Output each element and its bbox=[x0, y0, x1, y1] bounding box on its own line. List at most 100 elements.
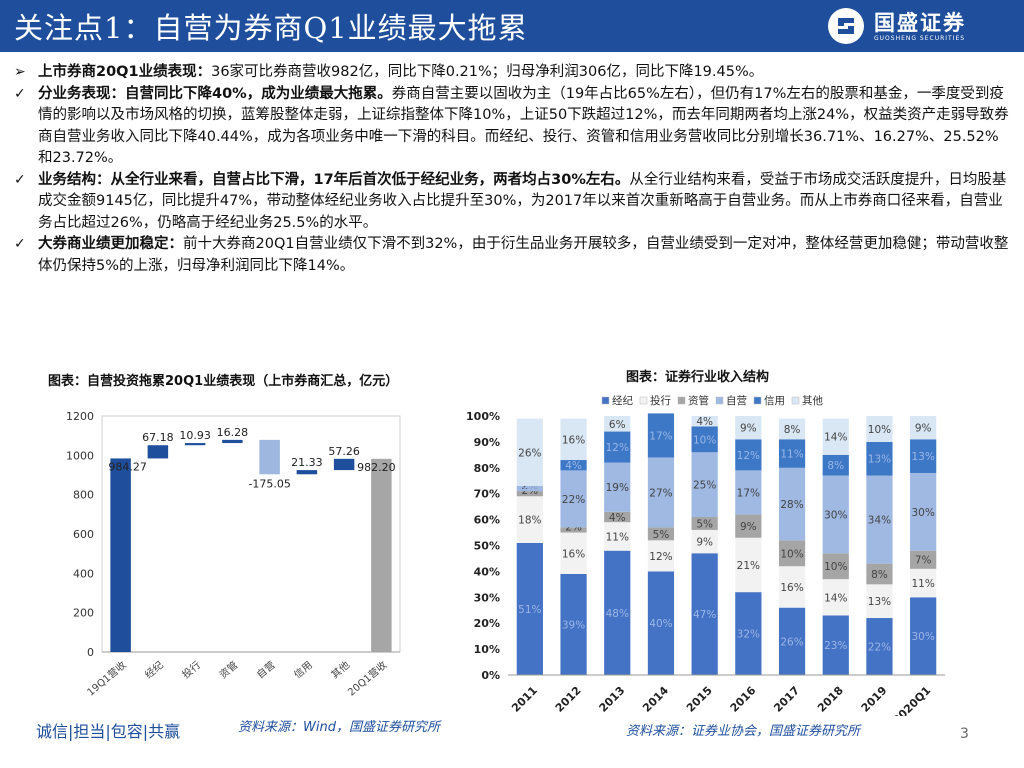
segment-value-label: 30% bbox=[911, 631, 934, 643]
y-tick-label: 400 bbox=[73, 567, 94, 580]
segment-value-label: 5% bbox=[653, 529, 670, 541]
stacked-segment bbox=[647, 527, 675, 541]
y-tick-label: 20% bbox=[474, 617, 500, 630]
page-title: 关注点1：自营为券商Q1业绩最大拖累 bbox=[14, 11, 528, 45]
stacked-segment bbox=[778, 418, 806, 440]
brand-subtitle: GUOSHENG SECURITIES bbox=[874, 35, 966, 42]
y-tick-label: 0% bbox=[481, 669, 500, 682]
stacked-segment bbox=[866, 563, 893, 585]
structure-source-note: 资料来源：证券业协会，国盛证券研究所 bbox=[626, 724, 861, 739]
segment-value-label: 9% bbox=[740, 423, 757, 435]
bar-value-label: 67.18 bbox=[142, 431, 174, 444]
arrow-bullet-icon: ➢ bbox=[14, 64, 26, 80]
stacked-segment bbox=[735, 514, 762, 538]
x-tick-label: 2019 bbox=[859, 684, 890, 715]
stacked-segment bbox=[822, 475, 849, 554]
y-tick-label: 80% bbox=[474, 462, 500, 475]
segment-value-label: 13% bbox=[911, 451, 934, 463]
segment-value-label: 8% bbox=[784, 424, 801, 436]
y-tick-label: 90% bbox=[474, 436, 500, 449]
bar-value-label: 21.33 bbox=[291, 456, 323, 469]
segment-value-label: 47% bbox=[693, 609, 716, 621]
stacked-segment bbox=[516, 496, 543, 543]
x-tick-label: 20Q1营收 bbox=[345, 658, 389, 698]
x-tick-label: 2011 bbox=[509, 684, 540, 715]
segment-value-label: 6% bbox=[609, 419, 626, 431]
x-tick-label: 2017 bbox=[771, 684, 802, 715]
stacked-segment bbox=[778, 540, 806, 567]
stacked-segment bbox=[735, 416, 762, 440]
stacked-segment bbox=[560, 527, 587, 533]
bullet-heading: 分业务表现：自营同比下降40%，成为业绩最大拖累。 bbox=[38, 85, 392, 102]
stacked-segment bbox=[691, 416, 718, 427]
stacked-segment bbox=[516, 418, 543, 486]
x-tick-label: 自营 bbox=[254, 658, 278, 681]
x-tick-label: 2020Q1 bbox=[890, 684, 933, 716]
segment-value-label: 5% bbox=[696, 518, 713, 530]
y-tick-label: 1000 bbox=[66, 449, 94, 462]
segment-value-label: 11% bbox=[780, 449, 803, 461]
stacked-segment bbox=[516, 485, 543, 492]
segment-value-label: 10% bbox=[868, 424, 891, 436]
bar-value-label: 984.27 bbox=[108, 460, 147, 473]
legend-label: 其他 bbox=[802, 394, 823, 407]
stacked-segment bbox=[735, 592, 762, 675]
segment-value-label: 8% bbox=[827, 460, 844, 472]
stacked-segment bbox=[866, 475, 893, 564]
stacked-segment bbox=[778, 439, 806, 468]
stacked-segment bbox=[516, 491, 543, 497]
stacked-segment bbox=[910, 472, 937, 551]
segment-value-label: 14% bbox=[824, 592, 847, 604]
x-tick-label: 经纪 bbox=[142, 658, 166, 681]
bullet-text: 从全行业结构来看，受益于市场成交活跃度提升，日均股基成交金额9145亿，同比提升… bbox=[38, 171, 1007, 231]
x-tick-label: 其他 bbox=[328, 658, 352, 681]
stacked-segment bbox=[516, 542, 543, 675]
page-number: 3 bbox=[960, 726, 969, 742]
y-tick-label: 50% bbox=[474, 540, 500, 553]
stacked-segment bbox=[735, 537, 762, 593]
stacked-percent-chart: 经纪 投行 资管 自营 信用 其他 0% 10% 20% 30% 40% 50% 60% 70% 80% 90… bbox=[466, 394, 945, 716]
x-tick-label: 资管 bbox=[217, 658, 241, 681]
segment-value-label: 30% bbox=[911, 507, 934, 519]
bullet-heading: 业务结构：从全行业来看，自营占比下滑，17年后首次低于经纪业务，两者均占30%左… bbox=[38, 171, 630, 188]
waterfall-bar bbox=[296, 470, 318, 475]
y-tick-label: 1200 bbox=[66, 410, 94, 423]
bullet-item: ➢ 上市券商20Q1业绩表现：36家可比券商营收982亿，同比下降0.21%；归母… bbox=[12, 62, 1012, 84]
segment-value-label: 12% bbox=[606, 442, 629, 454]
segment-value-label: 9% bbox=[696, 537, 713, 549]
stacked-segment bbox=[778, 566, 806, 608]
stacked-segment bbox=[604, 522, 631, 551]
stacked-segment bbox=[822, 454, 849, 476]
segment-value-label: 16% bbox=[780, 582, 803, 594]
stacked-segment bbox=[735, 439, 762, 471]
stacked-segment bbox=[910, 568, 937, 598]
stacked-segment bbox=[604, 462, 631, 512]
segment-value-label: 9% bbox=[740, 521, 757, 533]
segment-value-label: 26% bbox=[518, 447, 541, 459]
stacked-segment bbox=[560, 460, 587, 471]
segment-value-label: 21% bbox=[737, 560, 760, 572]
stacked-segment bbox=[647, 540, 675, 572]
stacked-segment bbox=[866, 441, 893, 476]
segment-value-label: 10% bbox=[824, 561, 847, 573]
segment-value-label: 18% bbox=[518, 515, 541, 527]
segment-value-label: 26% bbox=[780, 636, 803, 648]
segment-value-label: 8% bbox=[871, 569, 888, 581]
checkmark-bullet-icon: ✓ bbox=[14, 236, 26, 252]
y-tick-label: 100% bbox=[466, 410, 500, 423]
segment-value-label: 4% bbox=[565, 460, 582, 472]
y-tick-label: 200 bbox=[73, 607, 94, 620]
bullet-item: ✓ 分业务表现：自营同比下降40%，成为业绩最大拖累。券商自营主要以固收为主（19… bbox=[12, 84, 1012, 170]
x-tick-label: 投行 bbox=[179, 658, 203, 681]
y-tick-label: 10% bbox=[474, 643, 500, 656]
y-tick-label: 30% bbox=[474, 591, 500, 604]
legend-swatch bbox=[601, 396, 610, 405]
bar-value-label: 57.26 bbox=[328, 445, 360, 458]
waterfall-bar bbox=[184, 443, 206, 446]
stacked-segment bbox=[560, 470, 587, 528]
waterfall-source-note: 资料来源：Wind，国盛证券研究所 bbox=[238, 720, 440, 735]
legend-label: 经纪 bbox=[612, 394, 633, 407]
waterfall-bar bbox=[371, 458, 392, 652]
legend-label: 投行 bbox=[650, 394, 671, 407]
x-tick-label: 信用 bbox=[292, 659, 315, 681]
